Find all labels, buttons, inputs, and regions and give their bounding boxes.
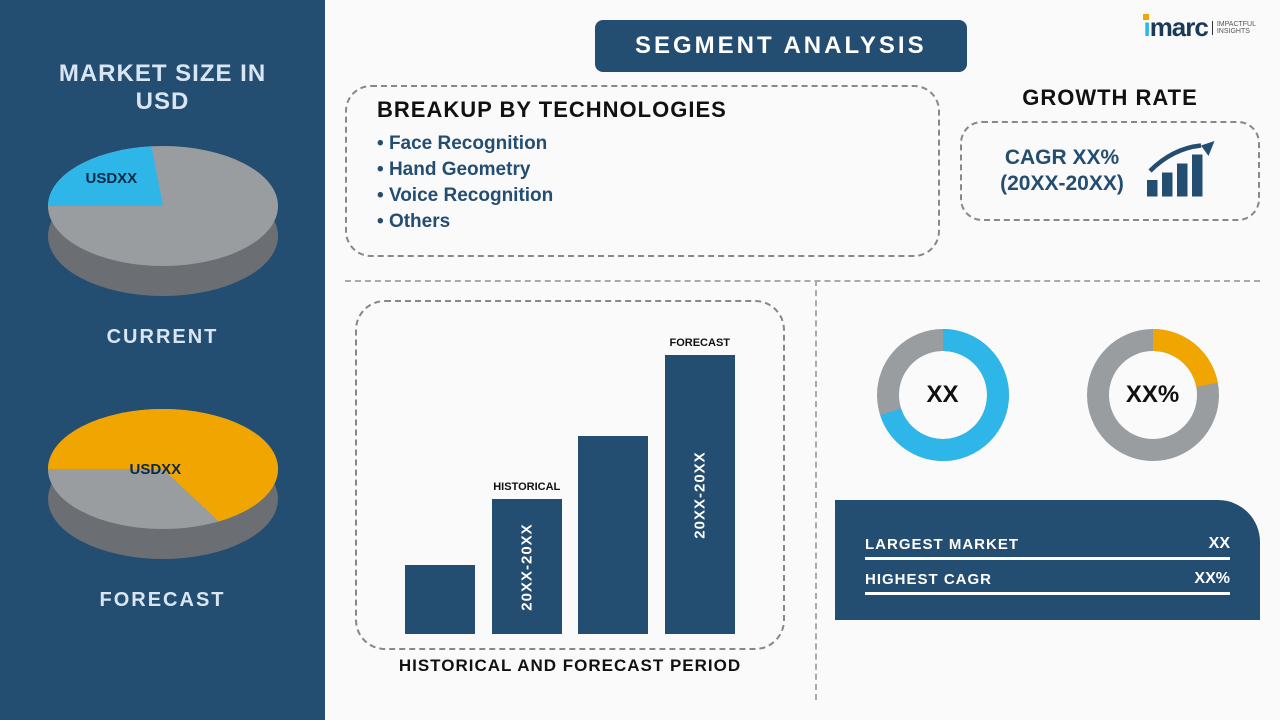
info-value: XX xyxy=(1209,535,1230,553)
metrics-panel: XX XX% LARGEST MARKET XX HIGHEST CAGR XX% xyxy=(835,300,1260,695)
pie-current-label: CURRENT xyxy=(107,326,219,349)
bar-inner-label: 20XX-20XX xyxy=(518,523,535,610)
info-row: HIGHEST CAGR XX% xyxy=(865,570,1230,588)
pie-forecast: USDXX xyxy=(48,409,278,579)
breakup-box: BREAKUP BY TECHNOLOGIES Face Recognition… xyxy=(345,85,940,257)
donut-chart: XX xyxy=(868,320,1018,470)
bar-top-label: HISTORICAL xyxy=(493,481,560,493)
pie-current-value: USDXX xyxy=(86,170,138,187)
bar: FORECAST20XX-20XX xyxy=(665,355,735,634)
info-card: LARGEST MARKET XX HIGHEST CAGR XX% xyxy=(835,500,1260,620)
growth-heading: GROWTH RATE xyxy=(960,85,1260,111)
sidebar: MARKET SIZE IN USD USDXX CURRENT USDXX F… xyxy=(0,0,325,720)
page-title: SEGMENT ANALYSIS xyxy=(595,20,967,72)
pie-current-wrap: USDXX CURRENT xyxy=(43,146,283,349)
breakup-item: Voice Recognition xyxy=(377,183,908,209)
growth-panel: GROWTH RATE CAGR XX% (20XX-20XX) xyxy=(960,85,1260,257)
info-divider xyxy=(865,592,1230,595)
bar-chart: HISTORICAL20XX-20XXFORECAST20XX-20XX xyxy=(397,334,743,634)
breakup-list: Face RecognitionHand GeometryVoice Recog… xyxy=(377,131,908,235)
bar-chart-panel: HISTORICAL20XX-20XXFORECAST20XX-20XX HIS… xyxy=(355,300,785,695)
pie-current: USDXX xyxy=(48,146,278,316)
info-value: XX% xyxy=(1194,570,1230,588)
pie-forecast-label: FORECAST xyxy=(100,589,226,612)
main: iimarcmarc IMPACTFUL INSIGHTS SEGMENT AN… xyxy=(325,0,1280,720)
bar xyxy=(578,436,648,634)
info-divider xyxy=(865,557,1230,560)
donut-chart: XX% xyxy=(1078,320,1228,470)
bar xyxy=(405,565,475,634)
pie-forecast-wrap: USDXX FORECAST xyxy=(43,409,283,612)
cagr-line1: CAGR XX% xyxy=(1000,145,1124,171)
pie-forecast-value: USDXX xyxy=(130,461,182,478)
sidebar-title: MARKET SIZE IN USD xyxy=(30,60,295,116)
info-row: LARGEST MARKET XX xyxy=(865,535,1230,553)
info-label: HIGHEST CAGR xyxy=(865,571,992,588)
divider-v xyxy=(815,280,817,700)
bar-inner-label: 20XX-20XX xyxy=(691,451,708,538)
logo-tagline-2: INSIGHTS xyxy=(1217,28,1250,35)
info-label: LARGEST MARKET xyxy=(865,536,1019,553)
breakup-item: Hand Geometry xyxy=(377,157,908,183)
bar: HISTORICAL20XX-20XX xyxy=(492,499,562,634)
breakup-item: Others xyxy=(377,209,908,235)
donut-value: XX xyxy=(868,320,1018,470)
breakup-heading: BREAKUP BY TECHNOLOGIES xyxy=(377,97,908,123)
cagr-line2: (20XX-20XX) xyxy=(1000,171,1124,197)
growth-arrow-icon xyxy=(1140,141,1220,201)
bar-chart-caption: HISTORICAL AND FORECAST PERIOD xyxy=(355,656,785,676)
bar-top-label: FORECAST xyxy=(670,337,731,349)
donut-value: XX% xyxy=(1078,320,1228,470)
brand-logo: iimarcmarc IMPACTFUL INSIGHTS xyxy=(1143,12,1256,43)
breakup-item: Face Recognition xyxy=(377,131,908,157)
logo-tagline-1: IMPACTFUL xyxy=(1217,21,1256,28)
divider-h xyxy=(345,280,1260,282)
